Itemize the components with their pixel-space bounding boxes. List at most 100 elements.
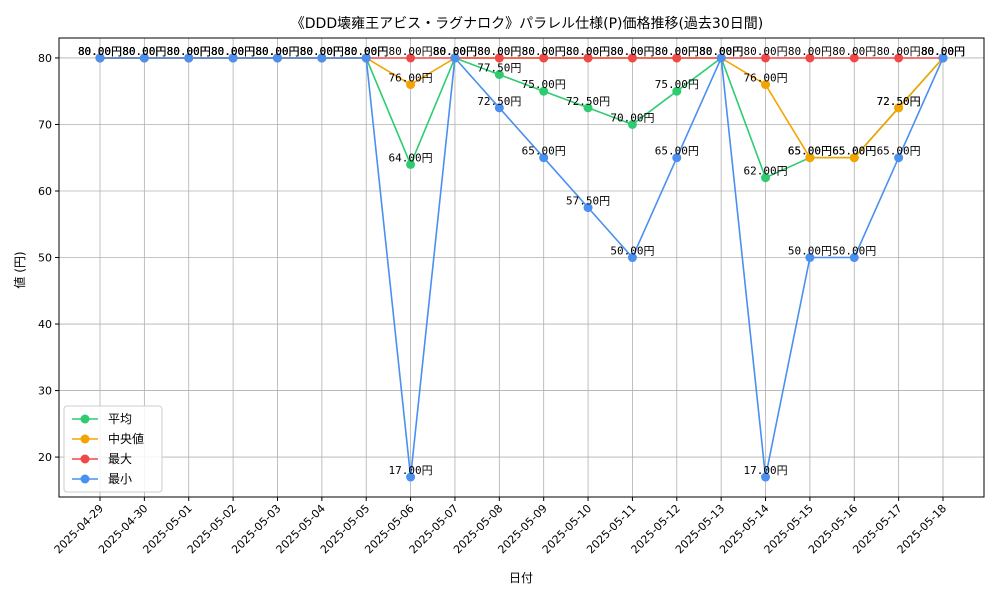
data-point (361, 53, 371, 63)
data-label: 80.00円 (167, 45, 211, 58)
data-label: 72.50円 (477, 95, 521, 108)
data-point (894, 53, 904, 63)
data-label: 80.00円 (655, 45, 699, 58)
data-point (761, 472, 771, 482)
legend-swatch-marker (80, 414, 90, 424)
data-label: 80.00円 (433, 45, 477, 58)
data-point (228, 53, 238, 63)
y-tick-label: 40 (38, 318, 52, 331)
data-labels: 80.00円 80.00円 80.00円 80.00円 80.00円 80.00円 80.0… (78, 45, 965, 477)
data-point (406, 159, 416, 169)
data-point (494, 53, 504, 63)
data-label: 80.00円 (255, 45, 299, 58)
data-label: 80.00円 (255, 45, 299, 58)
data-label: 80.00円 (344, 45, 388, 58)
data-point (494, 103, 504, 113)
legend-label: 中央値 (108, 431, 144, 446)
data-point (849, 253, 859, 263)
series-lines (95, 53, 948, 482)
data-label: 80.00円 (788, 45, 832, 58)
data-label: 80.00円 (522, 45, 566, 58)
data-label: 80.00円 (78, 45, 122, 58)
data-point (627, 119, 637, 129)
axes: 2025-04-292025-04-302025-05-012025-05-02… (38, 37, 985, 556)
data-point (539, 153, 549, 163)
data-label: 65.00円 (788, 145, 832, 158)
data-point (139, 53, 149, 63)
data-label: 80.00円 (211, 45, 255, 58)
data-label: 80.00円 (122, 45, 166, 58)
data-point (272, 53, 282, 63)
legend-swatch-marker (80, 434, 90, 444)
series-最小 (95, 53, 948, 482)
grid (59, 38, 984, 497)
data-label: 80.00円 (211, 45, 255, 58)
data-label: 80.00円 (921, 45, 965, 58)
data-point (583, 53, 593, 63)
data-point (450, 53, 460, 63)
data-label: 65.00円 (788, 145, 832, 158)
data-label: 80.00円 (167, 45, 211, 58)
data-label: 80.00円 (255, 45, 299, 58)
legend-box (63, 405, 163, 493)
data-point (894, 153, 904, 163)
legend-swatch-marker (80, 454, 90, 464)
data-label: 80.00円 (877, 45, 921, 58)
data-label: 65.00円 (832, 145, 876, 158)
data-label: 80.00円 (389, 45, 433, 58)
data-label: 80.00円 (167, 45, 211, 58)
data-point (761, 80, 771, 90)
data-label: 80.00円 (344, 45, 388, 58)
data-point (761, 173, 771, 183)
data-label: 80.00円 (211, 45, 255, 58)
data-label: 80.00円 (78, 45, 122, 58)
data-label: 17.00円 (389, 464, 433, 477)
data-point (627, 253, 637, 263)
data-label: 50.00円 (832, 245, 876, 258)
data-label: 50.00円 (788, 245, 832, 258)
data-point (184, 53, 194, 63)
data-point (805, 153, 815, 163)
y-tick-label: 60 (38, 185, 52, 198)
data-label: 76.00円 (743, 72, 787, 85)
data-label: 80.00円 (300, 45, 344, 58)
data-label: 57.50円 (566, 195, 610, 208)
data-label: 80.00円 (610, 45, 654, 58)
y-tick-label: 80 (38, 52, 52, 65)
data-label: 80.00円 (167, 45, 211, 58)
legend-label: 最小 (108, 472, 132, 486)
data-label: 77.50円 (477, 62, 521, 75)
data-label: 80.00円 (699, 45, 743, 58)
data-point (627, 53, 637, 63)
y-tick-label: 70 (38, 118, 52, 131)
data-label: 80.00円 (433, 45, 477, 58)
data-label: 80.00円 (433, 45, 477, 58)
data-label: 65.00円 (877, 145, 921, 158)
data-label: 80.00円 (300, 45, 344, 58)
data-label: 80.00円 (610, 45, 654, 58)
legend-label: 平均 (108, 412, 132, 426)
data-label: 80.00円 (699, 45, 743, 58)
data-label: 80.00円 (122, 45, 166, 58)
data-label: 62.00円 (743, 165, 787, 178)
data-point (539, 53, 549, 63)
data-point (406, 80, 416, 90)
data-point (938, 53, 948, 63)
data-point (317, 53, 327, 63)
data-label: 80.00円 (122, 45, 166, 58)
data-label: 72.50円 (566, 95, 610, 108)
series-line (100, 57, 944, 159)
data-label: 70.00円 (610, 111, 654, 124)
legend-swatch-marker (80, 474, 90, 484)
data-point (849, 153, 859, 163)
data-point (583, 103, 593, 113)
data-label: 75.00円 (655, 78, 699, 91)
data-label: 80.00円 (566, 45, 610, 58)
data-label: 65.00円 (832, 145, 876, 158)
plot-frame (58, 37, 985, 498)
data-label: 64.00円 (389, 151, 433, 164)
data-label: 80.00円 (699, 45, 743, 58)
y-tick-label: 20 (38, 451, 52, 464)
